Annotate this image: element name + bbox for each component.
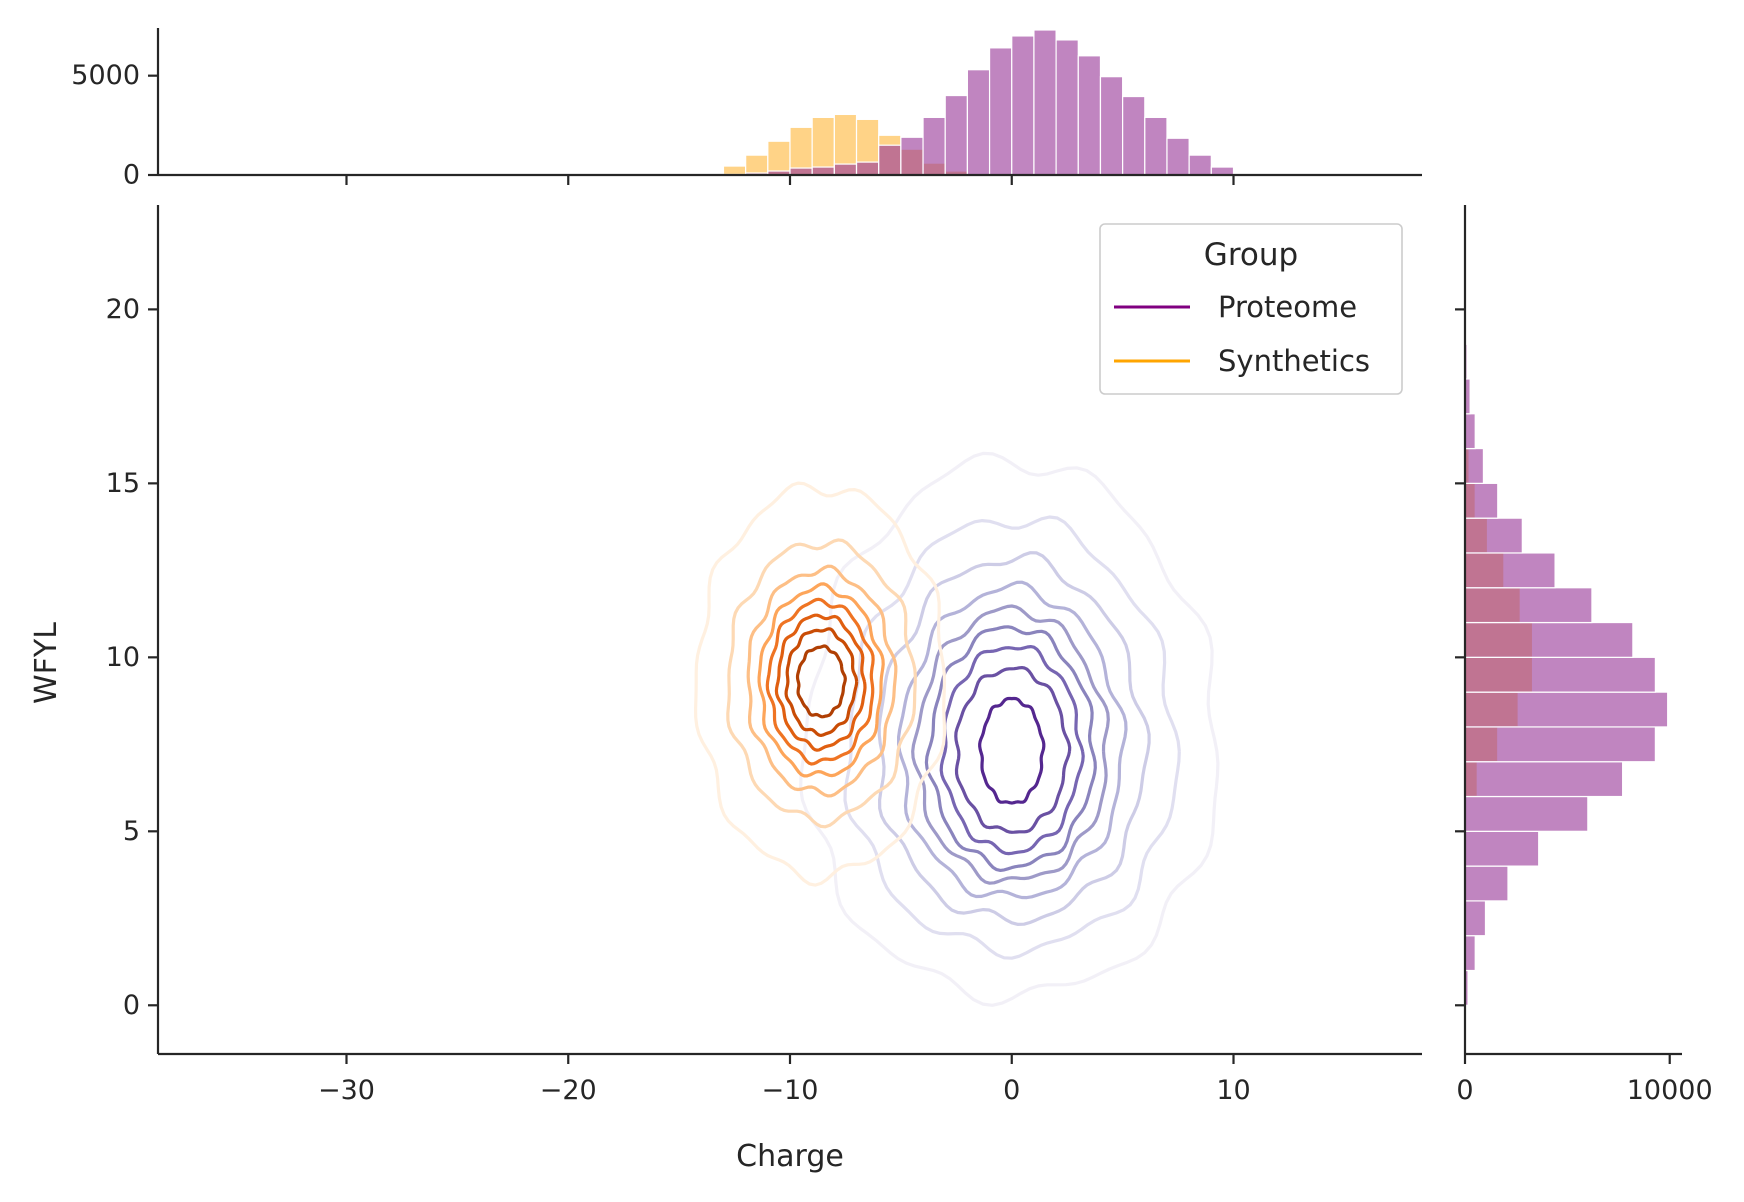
contour-proteome-level-3 (924, 625, 1097, 873)
contour-synthetics-level-1 (784, 627, 859, 738)
top-hist-bar-proteome (922, 116, 946, 176)
top-hist-bar-proteome (1166, 137, 1190, 176)
top-hist-bar-proteome (1099, 76, 1124, 176)
top-hist-bar-proteome (966, 69, 991, 176)
right-hist-x-tick-label: 10000 (1627, 1075, 1713, 1106)
x-tick-label: −30 (318, 1075, 375, 1106)
x-tick-label: −10 (762, 1075, 819, 1106)
top-hist-bar-proteome (944, 94, 969, 176)
contour-synthetics-level-7 (693, 481, 947, 887)
legend-label-proteome: Proteome (1218, 290, 1357, 324)
axes: −30 −20 −10 0 10 0 5 10 15 20 0 5000 0 10000 (71, 28, 1713, 1106)
top-hist-bar-synthetics (745, 154, 769, 176)
top-hist-bar-proteome (1210, 166, 1235, 176)
contour-synthetics-level-3 (765, 597, 875, 766)
legend-frame (1099, 223, 1403, 395)
contour-synthetics-level-4 (757, 582, 885, 778)
top-hist-bar-proteome (855, 161, 880, 176)
x-tick-label: −20 (540, 1075, 597, 1106)
y-tick-label: 20 (106, 294, 140, 325)
top-hist-bar-proteome (1077, 55, 1102, 176)
right-hist-x-tick-label: 0 (1456, 1075, 1473, 1106)
top-hist-bar-synthetics (767, 140, 791, 176)
right-hist-bar-proteome (1464, 587, 1593, 624)
top-hist-bar-proteome (1033, 29, 1057, 176)
contour-proteome-level-4 (911, 604, 1110, 885)
right-hist-bar-proteome (1464, 761, 1624, 798)
top-hist-bar-proteome (833, 163, 858, 176)
right-hist-bar-proteome (1464, 691, 1669, 728)
y-axis-title: WFYL (29, 622, 64, 704)
right-hist-bar-proteome (1464, 900, 1487, 937)
legend-title: Group (1204, 237, 1298, 273)
x-tick-label: 10 (1216, 1075, 1250, 1106)
right-marginal-histogram (1464, 204, 1669, 1006)
y-tick-label: 10 (106, 642, 140, 673)
top-hist-bar-proteome (878, 144, 902, 176)
contour-synthetics-level-2 (774, 613, 867, 752)
right-hist-bar-proteome (1464, 795, 1589, 832)
top-hist-bar-synthetics (722, 165, 747, 176)
right-hist-bar-proteome (1464, 935, 1476, 972)
main-contour-plot (693, 451, 1220, 1007)
top-hist-bar-proteome (1188, 154, 1212, 176)
right-hist-bar-proteome (1464, 552, 1556, 589)
legend: Group Proteome Synthetics (1099, 223, 1403, 395)
contour-synthetics-level-0 (795, 644, 847, 719)
top-hist-bar-proteome (1055, 39, 1079, 176)
top-hist-bar-proteome (811, 166, 835, 176)
top-hist-bar-synthetics (811, 116, 835, 176)
right-hist-bar-proteome (1464, 830, 1540, 867)
contour-proteome-level-8 (799, 451, 1220, 1007)
right-hist-bar-proteome (1464, 447, 1485, 484)
x-axis-title: Charge (736, 1139, 844, 1174)
top-hist-bar-proteome (900, 136, 924, 176)
right-hist-bar-proteome (1464, 656, 1656, 693)
y-tick-label: 0 (123, 990, 140, 1021)
contour-synthetics-level-5 (746, 564, 898, 798)
x-tick-label: 0 (1003, 1075, 1020, 1106)
right-hist-bar-proteome (1464, 865, 1509, 902)
top-hist-bar-proteome (1122, 95, 1146, 176)
right-hist-bar-proteome (1464, 726, 1656, 763)
top-hist-y-tick-label: 5000 (71, 60, 140, 91)
y-tick-label: 15 (106, 468, 140, 499)
top-hist-bar-proteome (1011, 35, 1035, 176)
top-hist-y-tick-label: 0 (123, 160, 140, 191)
right-hist-bar-proteome (1464, 413, 1476, 450)
contour-proteome-level-1 (954, 665, 1072, 834)
contour-proteome-level-2 (939, 644, 1085, 856)
right-hist-bar-proteome (1464, 482, 1499, 519)
right-hist-bar-proteome (1464, 621, 1634, 658)
y-tick-label: 5 (123, 816, 140, 847)
right-hist-bar-proteome (1464, 517, 1523, 554)
top-hist-bar-proteome (1144, 116, 1168, 176)
top-marginal-histogram (722, 29, 1235, 176)
contour-proteome-level-0 (978, 696, 1046, 805)
contour-synthetics-level-6 (726, 538, 917, 829)
legend-label-synthetics: Synthetics (1218, 344, 1370, 378)
top-hist-bar-proteome (988, 47, 1013, 176)
